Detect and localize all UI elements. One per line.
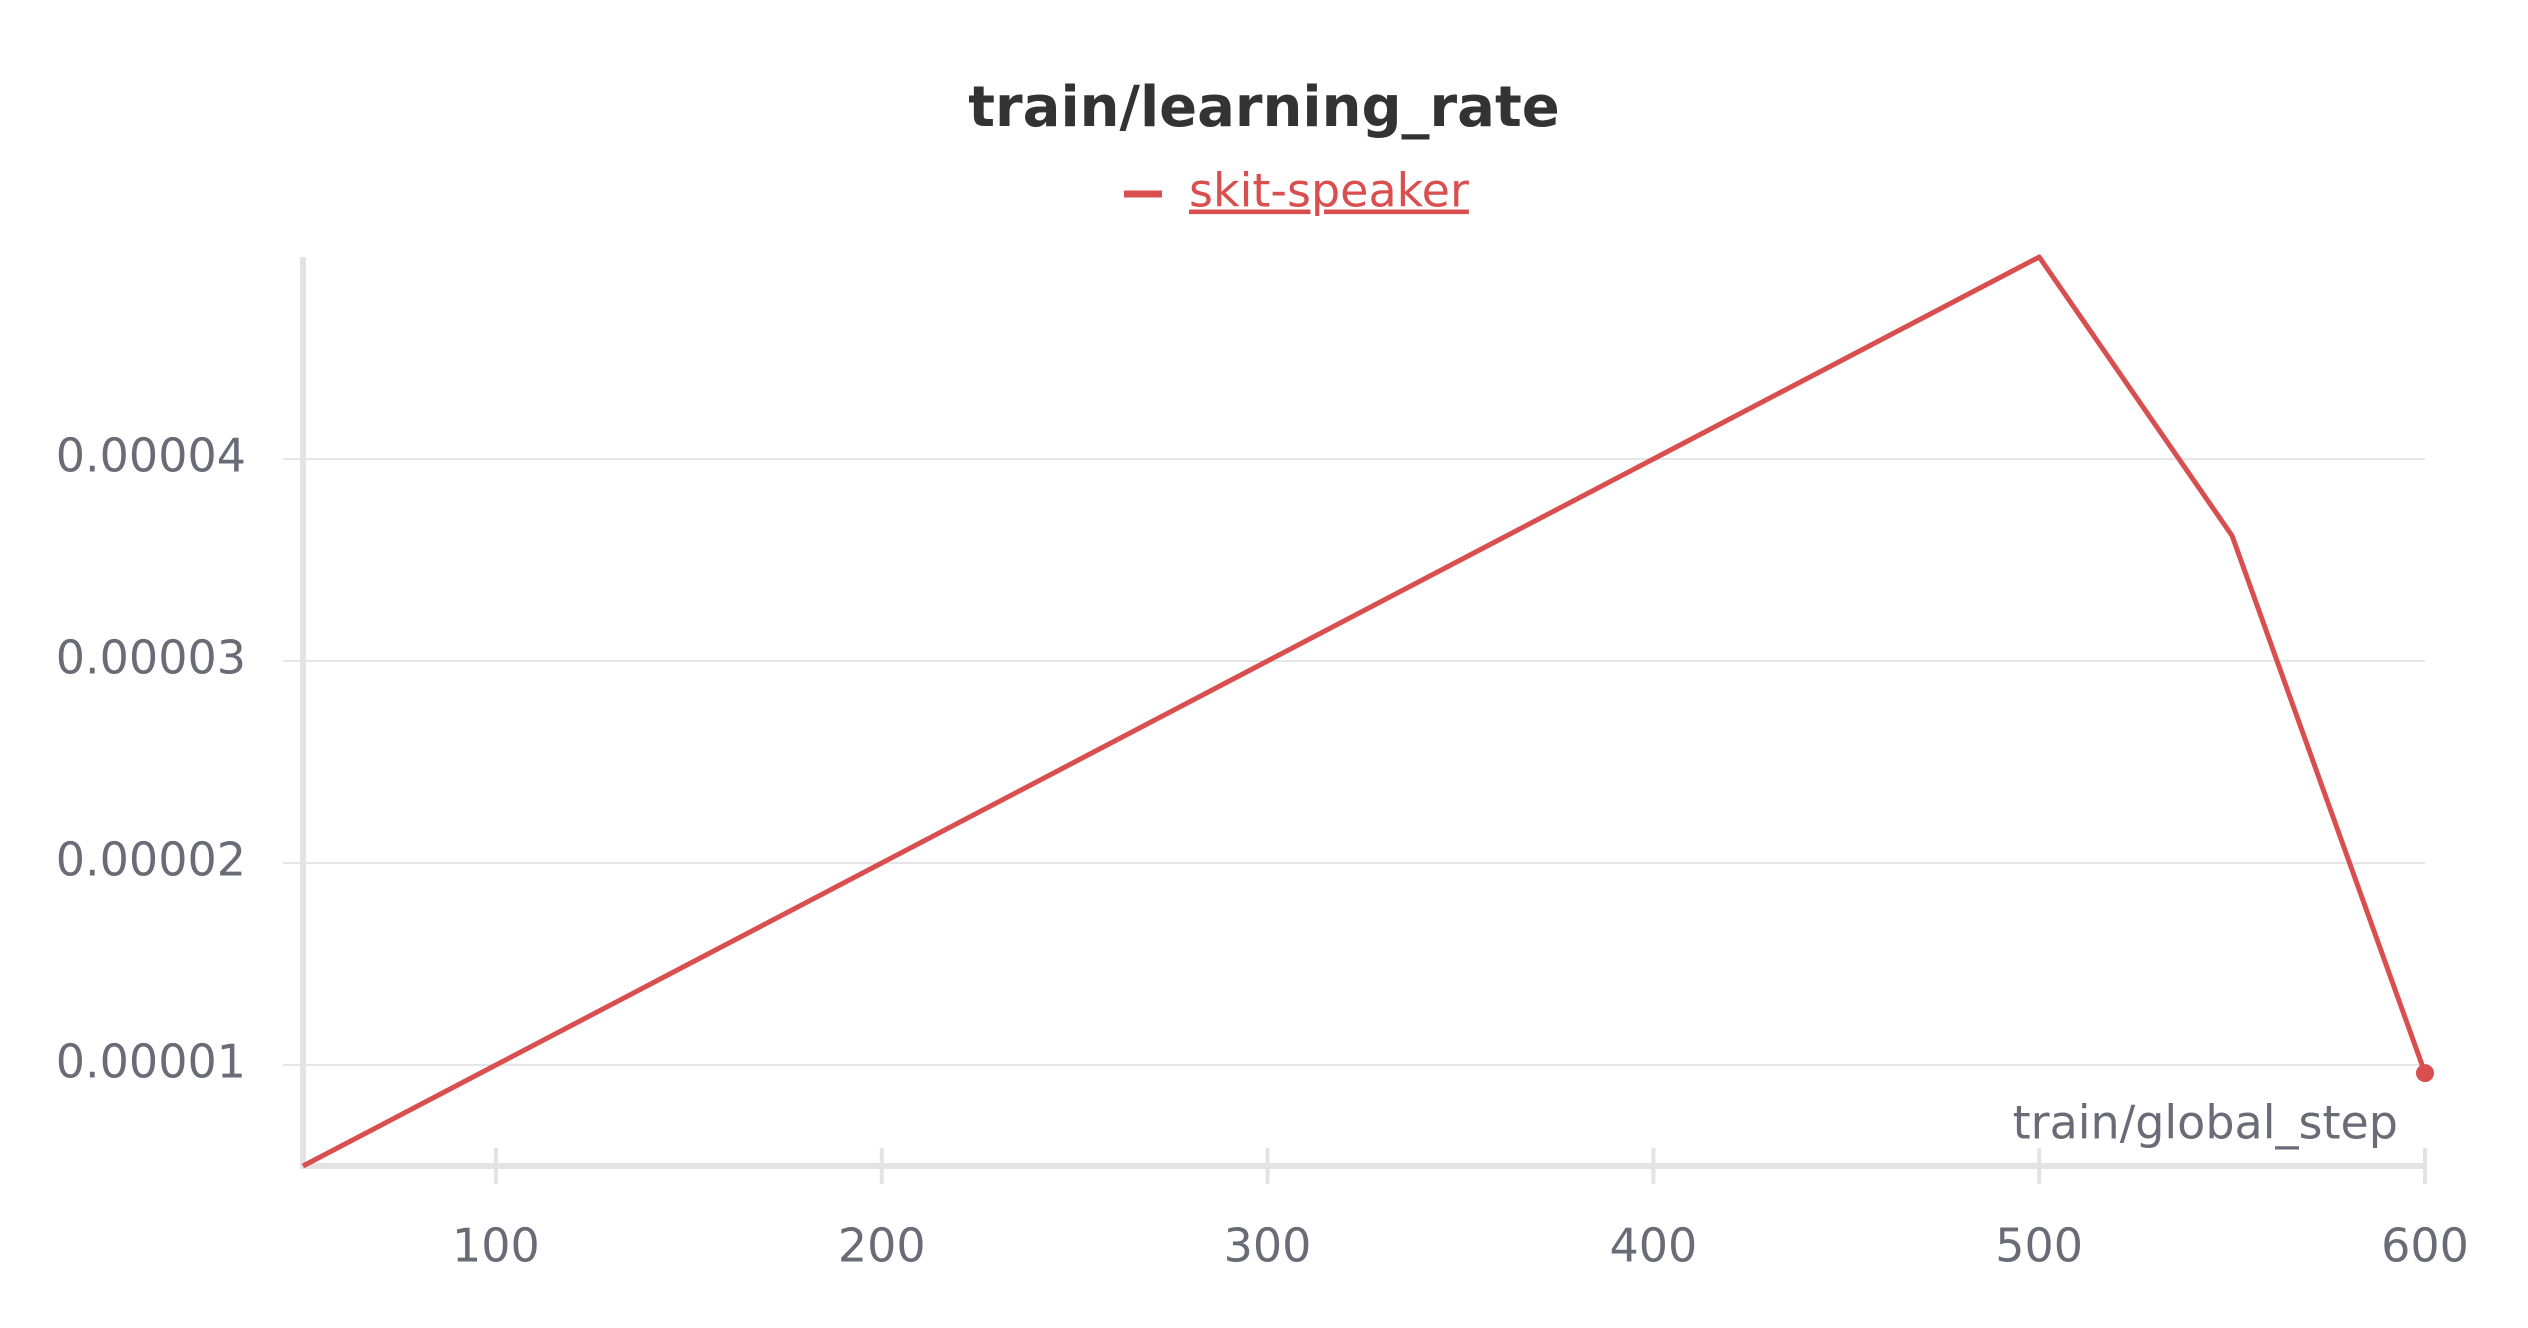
x-tick-label: 500	[1995, 1219, 2083, 1273]
y-tick-label: 0.00002	[56, 833, 246, 887]
x-tick-label: 400	[1609, 1219, 1697, 1273]
y-tick-label: 0.00001	[56, 1035, 246, 1089]
y-tick-label: 0.00004	[56, 429, 246, 483]
line	[301, 254, 2428, 1169]
x-tick-label: 600	[2381, 1219, 2469, 1273]
x-axis-label: train/global_step	[2013, 1096, 2398, 1150]
x-tick-label: 100	[452, 1219, 540, 1273]
chart-title: train/learning_rate	[968, 75, 1559, 140]
x-tick-label: 200	[838, 1219, 926, 1273]
last-point	[2416, 1064, 2434, 1083]
y-tick-label: 0.00003	[56, 631, 246, 685]
legend-label[interactable]: skit-speaker	[1189, 164, 1469, 218]
x-tick-label: 300	[1224, 1219, 1312, 1273]
